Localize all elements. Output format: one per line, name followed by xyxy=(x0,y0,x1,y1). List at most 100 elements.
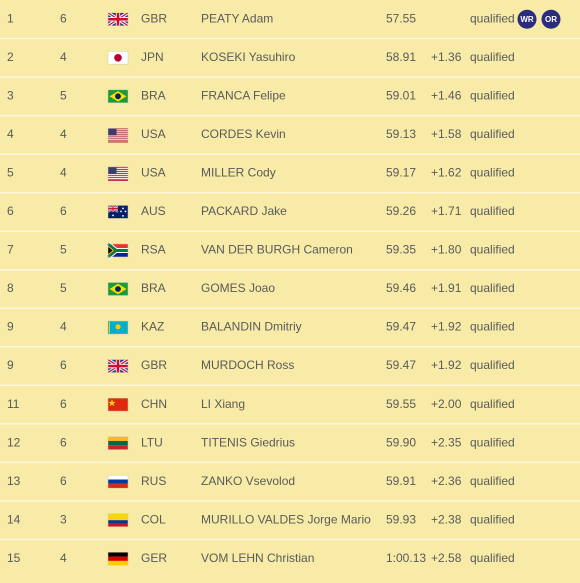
result-time: 59.47 xyxy=(386,320,416,334)
country-code: RUS xyxy=(141,474,166,488)
qualification-status: qualified xyxy=(470,320,515,334)
result-time: 59.35 xyxy=(386,243,416,257)
flag-part xyxy=(108,513,128,521)
flag-part xyxy=(108,250,128,257)
qualification-status: qualified xyxy=(470,11,515,25)
time-behind: +1.92 xyxy=(431,320,462,334)
athlete-name: BALANDIN Dmitriy xyxy=(201,320,302,334)
heat: 6 xyxy=(60,11,67,25)
flag-border xyxy=(107,166,129,181)
heat: 5 xyxy=(60,243,67,257)
flag-part xyxy=(108,398,128,412)
time-behind: +2.00 xyxy=(431,397,462,411)
qualification-status: qualified xyxy=(470,89,515,103)
flag-part xyxy=(115,324,121,330)
flag-part xyxy=(108,179,128,181)
heat: 4 xyxy=(60,166,67,180)
flag-part xyxy=(108,138,128,140)
flag-part xyxy=(108,173,128,175)
country-code: BRA xyxy=(141,89,166,103)
result-time: 59.93 xyxy=(386,512,416,526)
athlete-name: VOM LEHN Christian xyxy=(201,551,314,565)
qualification-status: qualified xyxy=(470,435,515,449)
country-flag xyxy=(107,397,129,412)
rank: 7 xyxy=(7,243,14,257)
flag-part xyxy=(108,243,128,251)
heat: 4 xyxy=(60,551,67,565)
flag-part xyxy=(108,135,128,137)
country-flag xyxy=(107,11,129,28)
record-badge-label: OR xyxy=(545,15,557,24)
flag-part xyxy=(108,172,128,174)
athlete-name: LI Xiang xyxy=(201,397,245,411)
country-code: CHN xyxy=(141,397,167,411)
flag-part xyxy=(108,139,128,141)
rank: 2 xyxy=(7,50,14,64)
heat: 3 xyxy=(60,512,67,526)
table-row: 7 5 RSA VAN DER BURGH Cameron 59.35 +1.80 qual… xyxy=(0,230,580,259)
flag-part xyxy=(108,141,128,143)
athlete-name: VAN DER BURGH Cameron xyxy=(201,243,353,257)
flag-border xyxy=(107,12,129,27)
rank: 8 xyxy=(7,281,14,295)
flag-border xyxy=(107,359,129,373)
qualification-status: qualified xyxy=(470,474,515,488)
heat: 4 xyxy=(60,127,67,141)
flag-part xyxy=(108,178,128,180)
flag-part xyxy=(108,556,128,561)
flag-part xyxy=(108,168,128,170)
time-behind: +1.46 xyxy=(431,89,462,103)
qualification-status: qualified xyxy=(470,204,515,218)
qualification-status: qualified xyxy=(470,512,515,526)
athlete-name: MURILLO VALDES Jorge Mario xyxy=(201,512,371,526)
flag-border xyxy=(107,513,129,527)
qualification-status: qualified xyxy=(470,243,515,257)
rank: 3 xyxy=(7,89,14,103)
result-time: 59.26 xyxy=(386,204,416,218)
flag-part xyxy=(122,215,124,217)
flag-part xyxy=(120,210,122,213)
table-row: 8 5 BRA GOMES Joao 59.46 +1.91 qualified xyxy=(0,268,580,296)
flag-part xyxy=(108,129,128,131)
flag-border xyxy=(107,205,129,219)
result-time: 59.47 xyxy=(386,358,416,372)
table-row: 15 4 GER VOM LEHN Christian 1:00.13 +2.58 qual… xyxy=(0,538,580,566)
flag-part xyxy=(108,436,128,441)
rank: 4 xyxy=(7,127,14,141)
result-time: 58.91 xyxy=(386,50,416,64)
flag-border xyxy=(107,320,129,335)
country-flag xyxy=(107,89,129,104)
record-badge xyxy=(517,9,537,29)
qualification-status: qualified xyxy=(470,551,515,565)
flag-part xyxy=(108,364,128,368)
country-code: RSA xyxy=(141,243,166,257)
flag-border xyxy=(107,51,129,65)
flag-border xyxy=(107,551,129,566)
flag-part xyxy=(112,214,114,217)
rank: 9 xyxy=(7,320,14,334)
flag-part xyxy=(115,93,121,100)
flag-part xyxy=(108,399,116,407)
country-code: GER xyxy=(141,551,167,565)
country-flag xyxy=(107,166,129,181)
flag-part xyxy=(115,286,121,292)
rank: 13 xyxy=(7,474,21,488)
athlete-name: FRANCA Felipe xyxy=(201,89,286,103)
flag-part xyxy=(108,166,128,168)
athlete-name: TITENIS Giedrius xyxy=(201,435,295,449)
result-time: 59.13 xyxy=(386,127,416,141)
flag-part xyxy=(108,170,128,172)
athlete-name: ZANKO Vsevolod xyxy=(201,474,295,488)
table-row: 9 4 KAZ BALANDIN Dmitriy 59.47 +1.92 qualified xyxy=(0,307,580,335)
flag-part xyxy=(108,166,117,174)
qualification-status: qualified xyxy=(470,50,515,64)
time-behind: +2.35 xyxy=(431,435,462,449)
time-behind: +1.36 xyxy=(431,50,462,64)
table-row: 1 6 GBR PEATY Adam 57.55 qualified WR OR xyxy=(7,9,561,29)
country-code: LTU xyxy=(141,435,163,449)
country-code: GBR xyxy=(141,11,167,25)
qualification-status: qualified xyxy=(470,397,515,411)
country-flag xyxy=(107,51,129,65)
country-code: USA xyxy=(141,127,166,141)
